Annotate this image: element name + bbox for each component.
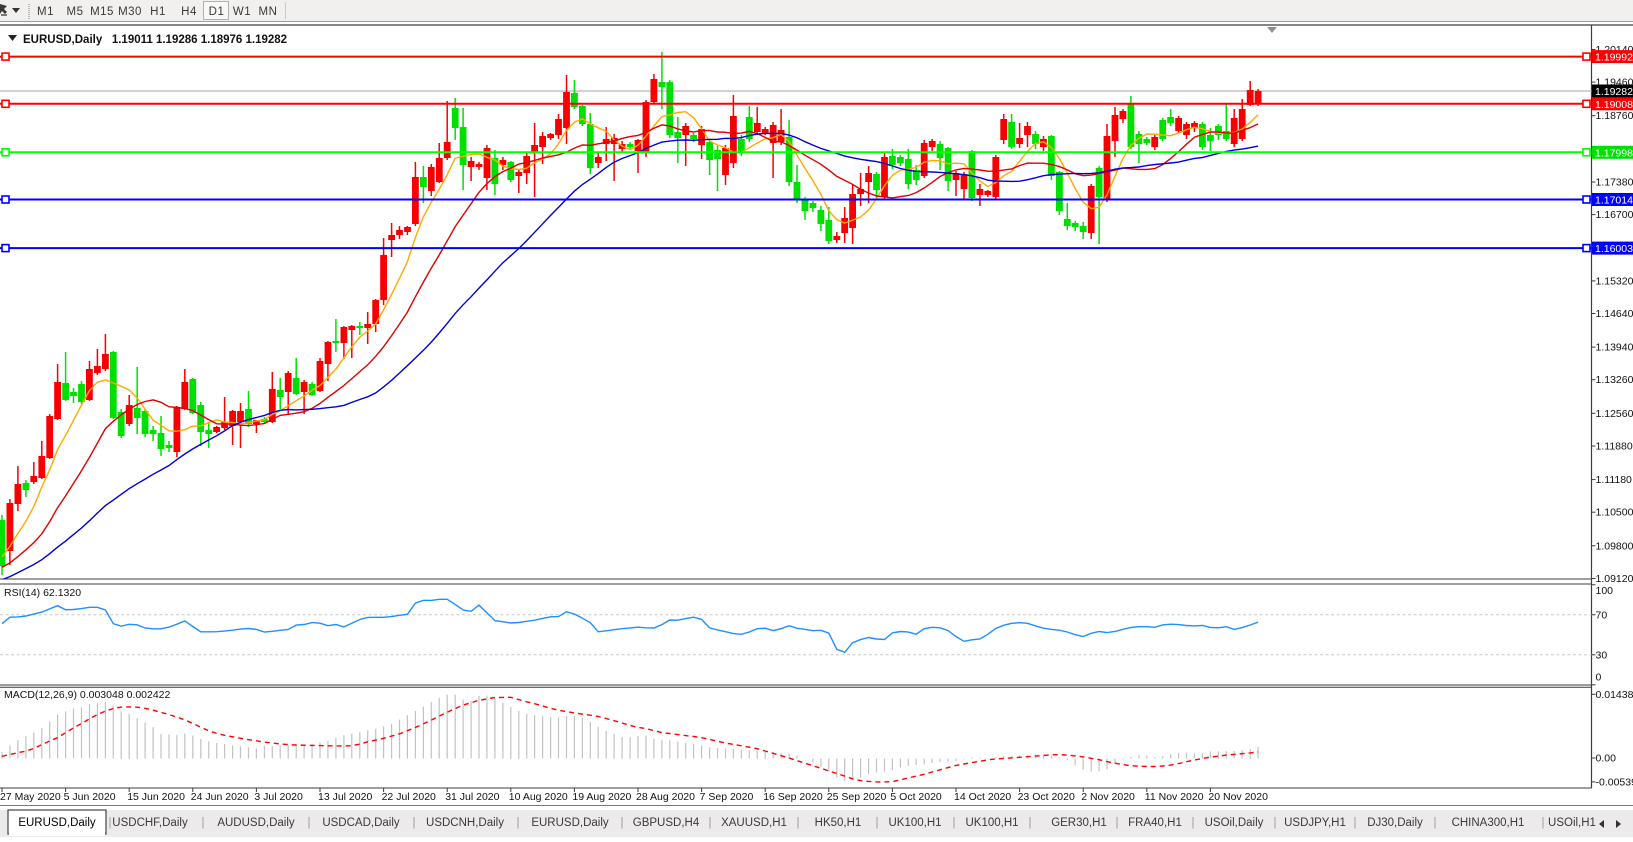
svg-text:27 May 2020: 27 May 2020: [0, 791, 61, 803]
svg-text:1.10500: 1.10500: [1596, 507, 1633, 519]
svg-text:|: |: [517, 817, 520, 829]
svg-text:1.12560: 1.12560: [1596, 408, 1633, 420]
svg-text:M1: M1: [37, 6, 54, 18]
svg-text:USOil,H1: USOil,H1: [1548, 817, 1596, 829]
svg-text:|: |: [1274, 817, 1277, 829]
svg-text:|: |: [109, 817, 112, 829]
svg-text:28 Aug 2020: 28 Aug 2020: [636, 791, 695, 803]
svg-text:1.19992: 1.19992: [1595, 52, 1633, 64]
svg-text:15 Jun 2020: 15 Jun 2020: [127, 791, 185, 803]
svg-text:1.19008: 1.19008: [1595, 99, 1633, 111]
svg-text:20 Nov 2020: 20 Nov 2020: [1208, 791, 1268, 803]
svg-text:GER30,H1: GER30,H1: [1051, 817, 1107, 829]
svg-text:100: 100: [1596, 585, 1614, 597]
svg-text:2 Nov 2020: 2 Nov 2020: [1081, 791, 1135, 803]
svg-text:|: |: [1116, 817, 1119, 829]
svg-text:DJ30,Daily: DJ30,Daily: [1367, 817, 1423, 829]
svg-text:EURUSD,Daily: EURUSD,Daily: [18, 817, 96, 829]
svg-text:22 Jul 2020: 22 Jul 2020: [382, 791, 436, 803]
svg-text:|: |: [876, 817, 879, 829]
svg-text:|: |: [1029, 817, 1032, 829]
svg-text:24 Jun 2020: 24 Jun 2020: [191, 791, 249, 803]
svg-text:RSI(14) 62.1320: RSI(14) 62.1320: [4, 587, 81, 599]
svg-text:H1: H1: [150, 6, 166, 18]
svg-text:USOil,Daily: USOil,Daily: [1205, 817, 1264, 829]
svg-text:11 Nov 2020: 11 Nov 2020: [1145, 791, 1204, 803]
svg-text:70: 70: [1596, 609, 1608, 621]
svg-text:EURUSD,Daily 1.19011 1.19286: EURUSD,Daily 1.19011 1.19286 1.18976 1.1…: [23, 34, 287, 46]
svg-text:|: |: [709, 817, 712, 829]
svg-text:23 Oct 2020: 23 Oct 2020: [1018, 791, 1075, 803]
svg-text:M15: M15: [90, 6, 114, 18]
svg-text:USDJPY,H1: USDJPY,H1: [1284, 817, 1346, 829]
svg-text:1.15320: 1.15320: [1596, 275, 1633, 287]
svg-text:14 Oct 2020: 14 Oct 2020: [954, 791, 1011, 803]
svg-text:1.11880: 1.11880: [1596, 441, 1633, 453]
svg-text:CHINA300,H1: CHINA300,H1: [1452, 817, 1525, 829]
svg-text:AUDUSD,Daily: AUDUSD,Daily: [217, 817, 295, 829]
svg-text:5 Jun 2020: 5 Jun 2020: [64, 791, 116, 803]
svg-text:W1: W1: [233, 6, 251, 18]
svg-text:|: |: [202, 817, 205, 829]
svg-text:-0.00539: -0.00539: [1596, 776, 1633, 788]
svg-text:1.13940: 1.13940: [1596, 342, 1633, 354]
svg-text:XAUUSD,H1: XAUUSD,H1: [721, 817, 787, 829]
svg-text:UK100,H1: UK100,H1: [965, 817, 1018, 829]
svg-text:USDCHF,Daily: USDCHF,Daily: [112, 817, 188, 829]
svg-text:H4: H4: [181, 6, 197, 18]
svg-text:7 Sep 2020: 7 Sep 2020: [700, 791, 754, 803]
svg-text:M30: M30: [118, 6, 142, 18]
svg-text:|: |: [1542, 817, 1545, 829]
svg-text:1.19282: 1.19282: [1595, 86, 1633, 98]
svg-text:|: |: [308, 817, 311, 829]
svg-text:31 Jul 2020: 31 Jul 2020: [445, 791, 499, 803]
svg-text:1.14640: 1.14640: [1596, 308, 1633, 320]
svg-text:13 Jul 2020: 13 Jul 2020: [318, 791, 372, 803]
svg-text:1.11180: 1.11180: [1596, 474, 1633, 486]
svg-text:MN: MN: [259, 6, 278, 18]
svg-text:10 Aug 2020: 10 Aug 2020: [509, 791, 568, 803]
svg-text:HK50,H1: HK50,H1: [815, 817, 862, 829]
svg-text:|: |: [1354, 817, 1357, 829]
svg-text:|: |: [797, 817, 800, 829]
svg-text:1.18760: 1.18760: [1596, 110, 1633, 122]
svg-text:GBPUSD,H4: GBPUSD,H4: [633, 817, 700, 829]
svg-text:0.00: 0.00: [1596, 753, 1617, 765]
svg-text:19 Aug 2020: 19 Aug 2020: [572, 791, 631, 803]
svg-text:0: 0: [1596, 672, 1602, 684]
svg-text:1.16700: 1.16700: [1596, 209, 1633, 221]
svg-text:USDCNH,Daily: USDCNH,Daily: [426, 817, 504, 829]
svg-text:3 Jul 2020: 3 Jul 2020: [254, 791, 303, 803]
svg-text:D1: D1: [209, 6, 225, 18]
svg-text:0.014384: 0.014384: [1596, 689, 1633, 701]
svg-text:|: |: [413, 817, 416, 829]
svg-text:5 Oct 2020: 5 Oct 2020: [890, 791, 942, 803]
svg-text:1.09120: 1.09120: [1596, 573, 1633, 585]
svg-text:1.17998: 1.17998: [1595, 147, 1633, 159]
svg-text:1.13260: 1.13260: [1596, 374, 1633, 386]
svg-text:|: |: [953, 817, 956, 829]
svg-text:1.17380: 1.17380: [1596, 177, 1633, 189]
svg-text:1.09800: 1.09800: [1596, 540, 1633, 552]
svg-text:|: |: [1192, 817, 1195, 829]
svg-text:1.16003: 1.16003: [1595, 243, 1633, 255]
svg-text:25 Sep 2020: 25 Sep 2020: [827, 791, 887, 803]
svg-text:M5: M5: [67, 6, 84, 18]
svg-text:1.17014: 1.17014: [1595, 195, 1633, 207]
svg-text:MACD(12,26,9) 0.003048 0.00242: MACD(12,26,9) 0.003048 0.002422: [4, 689, 171, 701]
svg-text:16 Sep 2020: 16 Sep 2020: [763, 791, 823, 803]
svg-text:|: |: [1434, 817, 1437, 829]
svg-text:|: |: [621, 817, 624, 829]
svg-text:30: 30: [1596, 649, 1608, 661]
svg-text:FRA40,H1: FRA40,H1: [1128, 817, 1182, 829]
svg-text:UK100,H1: UK100,H1: [888, 817, 941, 829]
svg-text:EURUSD,Daily: EURUSD,Daily: [531, 817, 609, 829]
svg-text:USDCAD,Daily: USDCAD,Daily: [322, 817, 400, 829]
